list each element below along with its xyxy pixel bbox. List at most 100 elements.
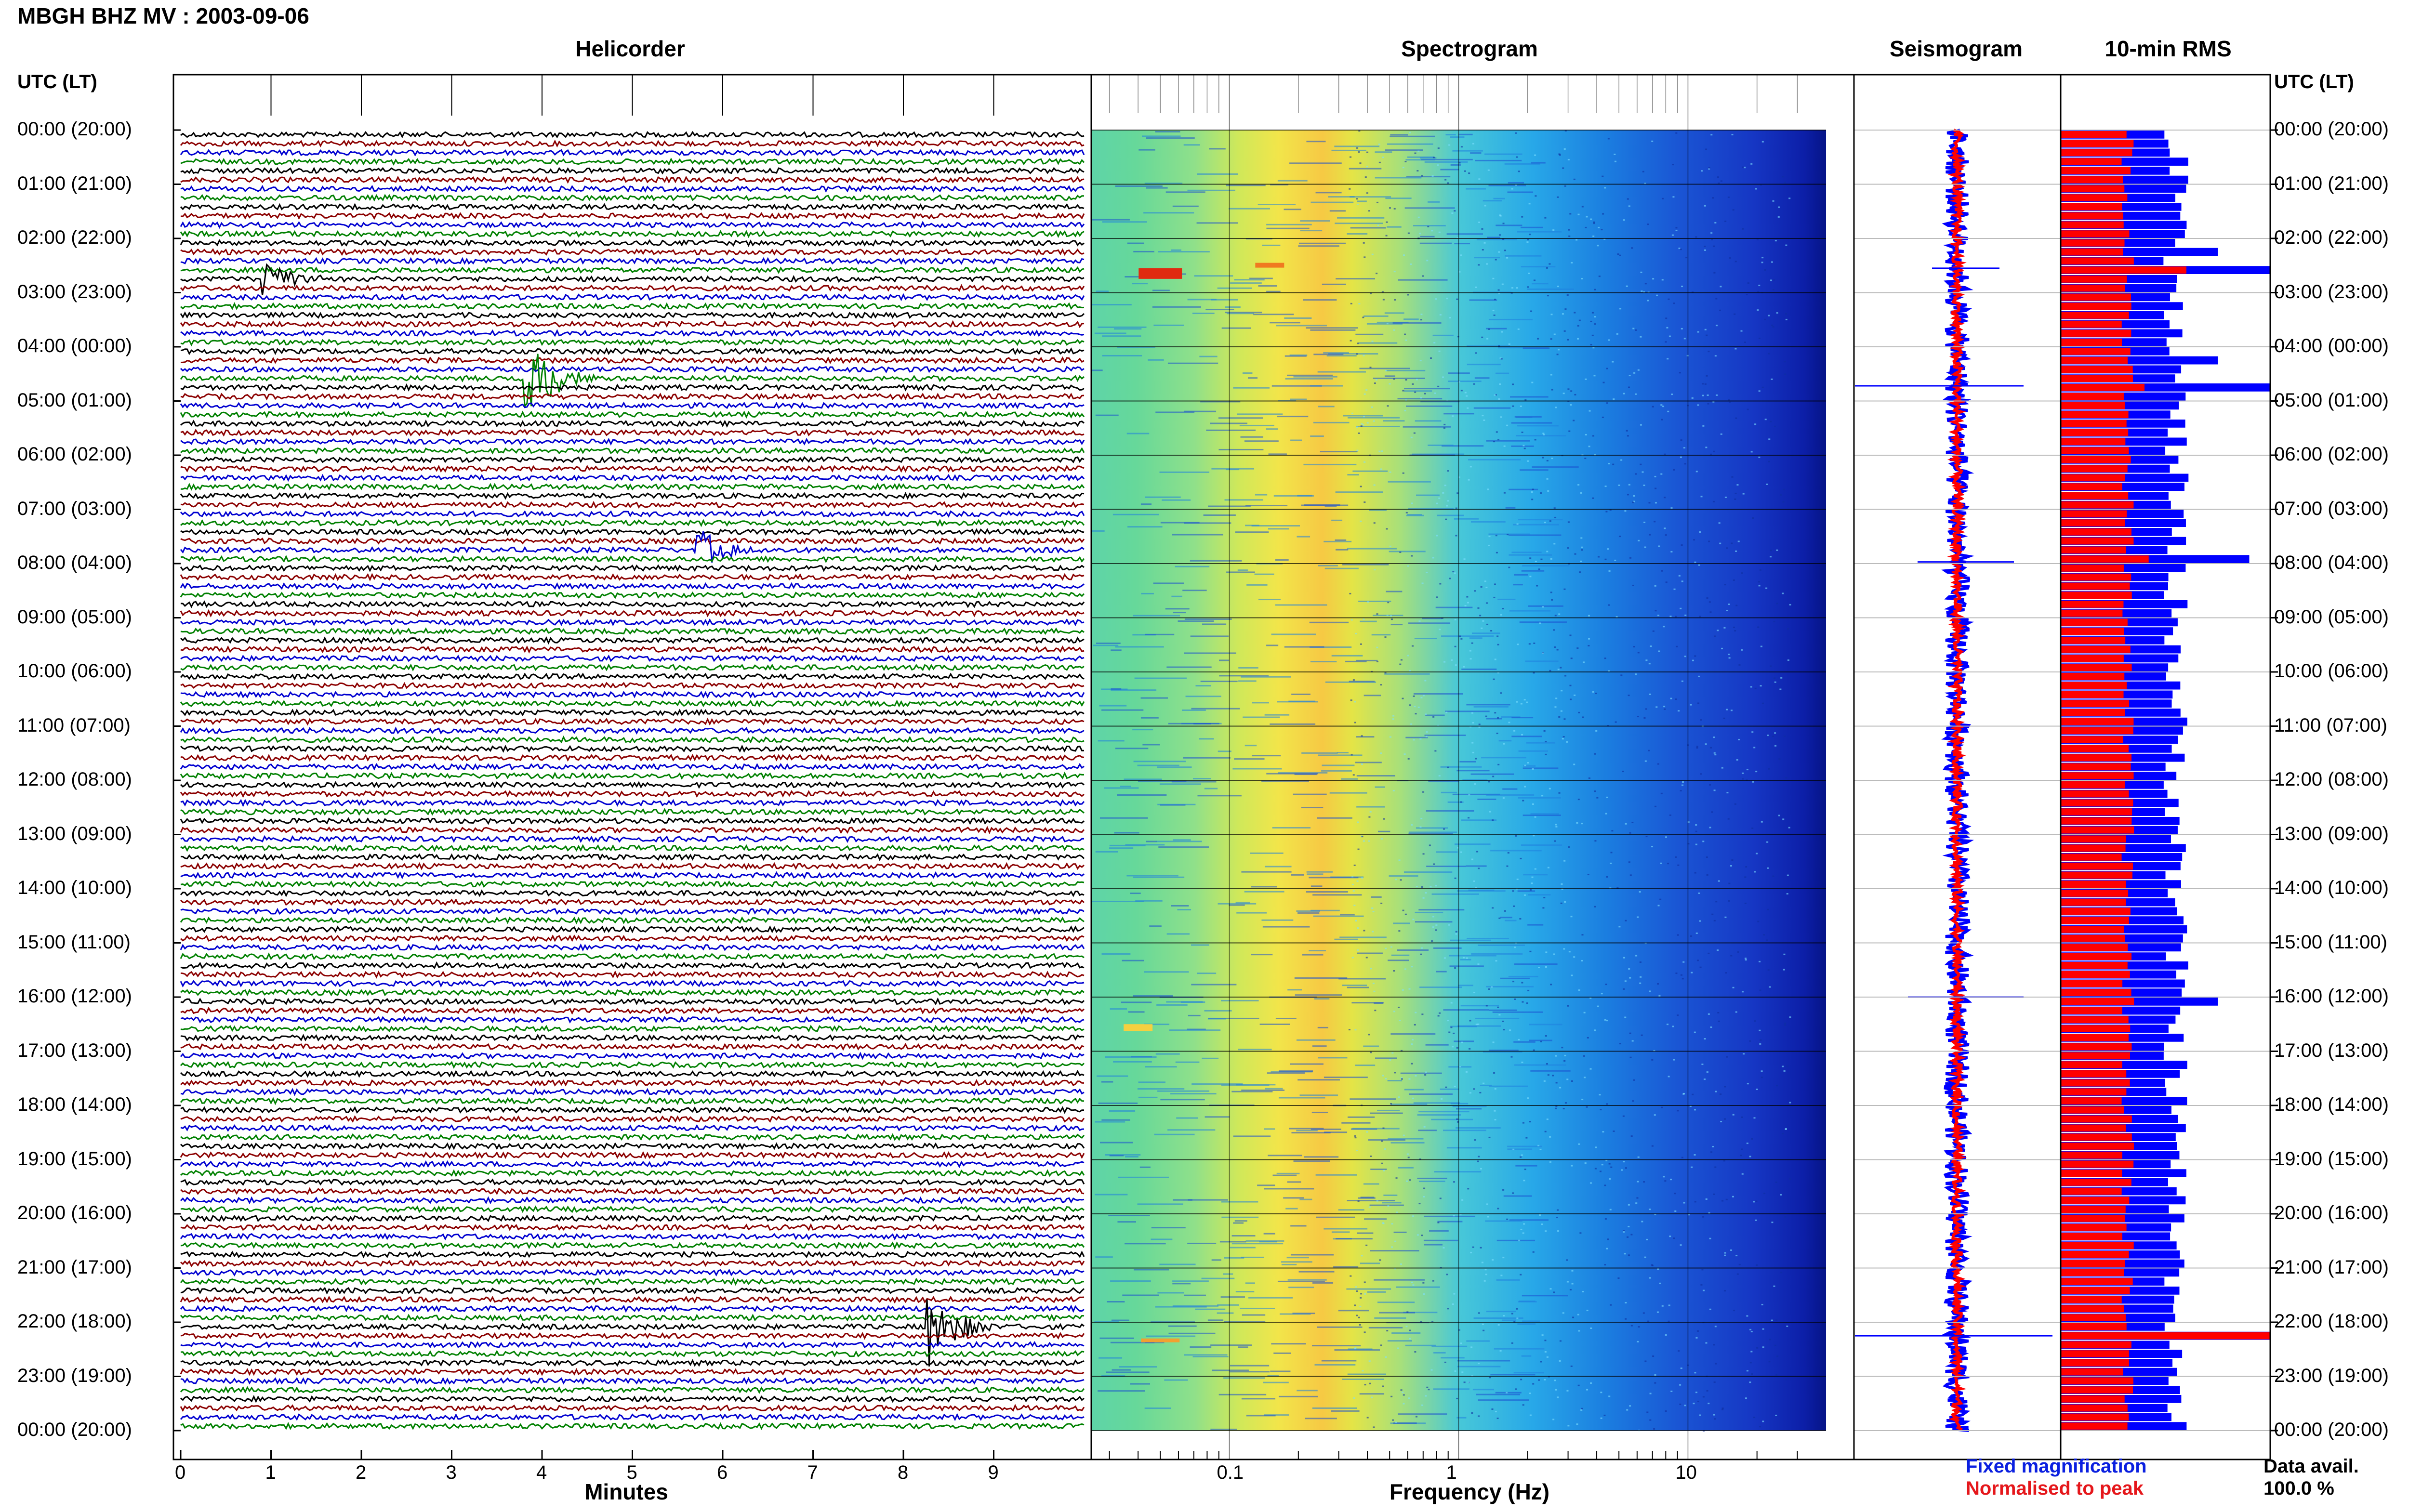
spectrogram-noise xyxy=(1696,747,1698,749)
spectrogram-noise xyxy=(1497,1324,1500,1326)
time-label-right: 10:00 (06:00) xyxy=(2274,660,2389,682)
spectrogram-noise xyxy=(1731,133,1734,135)
spectrogram-noise xyxy=(1411,555,1413,557)
spectrogram-noise xyxy=(1654,1114,1656,1116)
spectrogram-noise xyxy=(1527,989,1530,991)
spectrogram-noise xyxy=(1431,1321,1434,1323)
spectrogram-streak xyxy=(1175,565,1210,567)
helicorder-trace xyxy=(180,519,1085,527)
spectrogram-noise xyxy=(1696,746,1698,748)
spectrogram-streak xyxy=(1375,786,1385,788)
spectrogram-streak xyxy=(1436,971,1447,973)
spectrogram-noise xyxy=(1469,1048,1471,1050)
spectrogram-noise xyxy=(1453,1032,1455,1034)
spectrogram-noise xyxy=(1780,1194,1782,1196)
spectrogram-noise xyxy=(1595,730,1598,732)
spectrogram-noise xyxy=(1438,775,1441,777)
spectrogram-noise xyxy=(1409,704,1411,706)
spectrogram-noise xyxy=(1762,1346,1764,1348)
time-label-right: 01:00 (21:00) xyxy=(2274,172,2389,194)
spectrogram-streak xyxy=(1157,803,1196,805)
spectrogram-noise xyxy=(1482,415,1484,417)
spectrogram-streak xyxy=(1112,513,1159,515)
spectrogram-noise xyxy=(1389,545,1391,547)
spectrogram-noise xyxy=(1684,1405,1686,1407)
spectrogram-streak xyxy=(1416,494,1440,496)
spectrogram-noise xyxy=(1751,1138,1753,1140)
spectrogram-noise xyxy=(1617,1277,1620,1279)
spectrogram-noise xyxy=(1694,872,1696,874)
spectrogram-noise xyxy=(1727,818,1730,820)
spectrogram-streak xyxy=(1486,718,1502,720)
spectrogram-streak xyxy=(1349,168,1382,170)
helicorder-trace xyxy=(180,880,1085,888)
spectrogram-streak xyxy=(1140,697,1168,699)
spectrogram-streak xyxy=(1461,819,1497,821)
spectrogram-streak xyxy=(1351,1002,1384,1004)
spectrogram-noise xyxy=(1571,974,1573,976)
spectrogram-streak xyxy=(1452,1105,1487,1107)
spectrogram-noise xyxy=(1768,438,1771,440)
spectrogram-noise xyxy=(1645,836,1648,838)
spectrogram-noise xyxy=(1690,704,1692,706)
spectrogram-streak xyxy=(1155,1306,1207,1308)
rms-bar-normalised xyxy=(2061,700,2130,707)
rms-bar-normalised xyxy=(2061,1151,2122,1159)
spectrogram-noise xyxy=(1422,1282,1425,1284)
spectrogram-streak xyxy=(1458,133,1473,135)
spectrogram-streak xyxy=(1309,877,1359,879)
spectrogram-streak xyxy=(1140,717,1159,719)
spectrogram-noise xyxy=(1498,234,1501,236)
spectrogram-noise xyxy=(1435,885,1437,887)
spectrogram-noise xyxy=(1721,767,1723,769)
spectrogram-streak xyxy=(1486,986,1534,987)
time-label-left: 06:00 (02:00) xyxy=(17,444,132,465)
rms-bar-normalised xyxy=(2061,1242,2134,1249)
spectrogram-streak xyxy=(1194,275,1233,277)
spectrogram-streak xyxy=(1335,223,1383,224)
spectrogram-streak xyxy=(1492,1011,1543,1013)
spectrogram-streak xyxy=(1505,507,1516,509)
spectrogram-streak xyxy=(1277,1280,1325,1282)
spectrogram-noise xyxy=(1584,458,1587,460)
spectrogram-streak xyxy=(1167,362,1218,364)
spectrogram-noise xyxy=(1601,993,1603,995)
spectrogram-noise xyxy=(1581,960,1583,961)
spectrogram-noise xyxy=(1464,605,1467,607)
spectrogram-noise xyxy=(1469,1092,1471,1094)
spectrogram-noise xyxy=(1699,616,1701,618)
spectrogram-noise xyxy=(1567,339,1569,341)
spectrogram-noise xyxy=(1481,228,1483,230)
spectrogram-noise xyxy=(1631,247,1633,249)
rms-bar-normalised xyxy=(2061,438,2126,446)
spectrogram-noise xyxy=(1670,507,1673,509)
spectrogram-noise xyxy=(1759,337,1761,339)
spectrogram-noise xyxy=(1372,983,1375,985)
spectrogram-noise xyxy=(1667,410,1669,412)
helicorder-trace xyxy=(180,203,1085,211)
spectrogram-streak xyxy=(1257,1184,1275,1186)
spectrogram-noise xyxy=(1439,629,1441,631)
spectrogram-noise xyxy=(1414,1024,1416,1026)
spectrogram-noise xyxy=(1483,1280,1486,1282)
spectrogram-noise xyxy=(1681,286,1683,288)
rms-bar-normalised xyxy=(2061,745,2129,752)
spectrogram-noise xyxy=(1411,645,1414,647)
spectrogram-noise xyxy=(1515,184,1518,186)
spectrogram-streak xyxy=(1164,1379,1188,1381)
spectrogram-noise xyxy=(1432,157,1435,158)
spectrogram-noise xyxy=(1393,1011,1396,1012)
spectrogram-streak xyxy=(1415,420,1442,422)
spectrogram-noise xyxy=(1768,315,1770,316)
spectrogram-streak xyxy=(1169,1029,1221,1031)
spectrogram-noise xyxy=(1361,877,1363,879)
spectrogram-noise xyxy=(1721,1407,1724,1409)
spectrogram-noise xyxy=(1661,197,1664,199)
spectrogram-streak xyxy=(1159,783,1201,785)
spectrogram-noise xyxy=(1365,1244,1368,1246)
rms-bar-normalised xyxy=(2061,989,2131,996)
spectrogram-noise xyxy=(1642,171,1644,172)
spectrogram-noise xyxy=(1725,972,1727,974)
spectrogram-noise xyxy=(1418,1203,1421,1205)
spectrogram-streak xyxy=(1391,1104,1428,1105)
